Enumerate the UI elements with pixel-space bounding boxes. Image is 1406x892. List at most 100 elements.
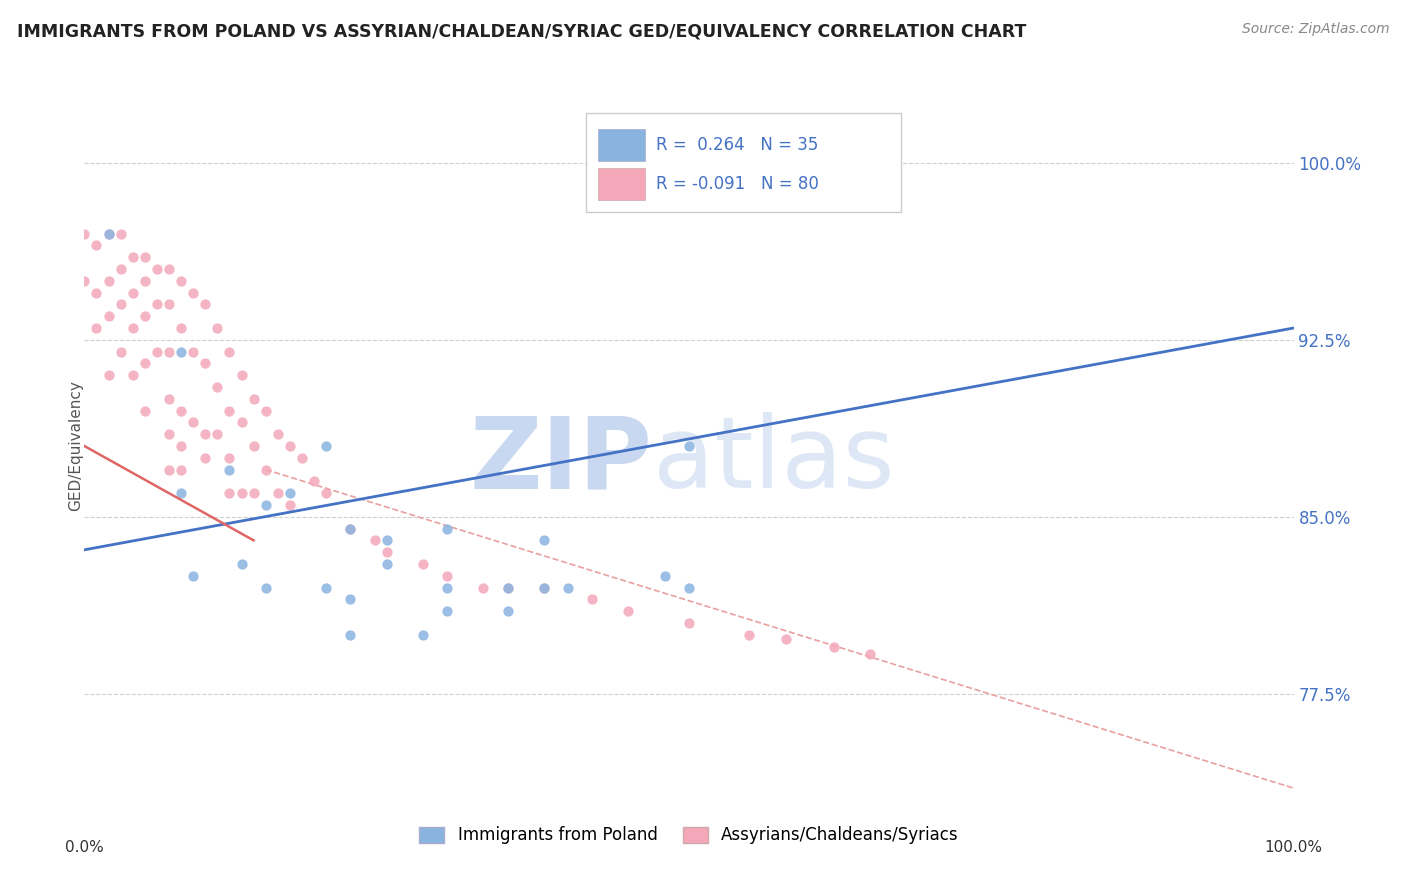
Point [207,380,229,394]
Point [375,533,398,548]
Point [181,568,204,582]
Legend: Immigrants from Poland, Assyrians/Chaldeans/Syriacs: Immigrants from Poland, Assyrians/Chalde… [413,820,965,851]
Point [581,592,603,607]
Point [181,285,204,300]
Point [97,227,120,241]
Point [218,403,240,417]
Point [181,416,204,430]
Point [231,368,253,383]
Point [207,427,229,442]
Point [775,632,797,647]
Point [110,344,132,359]
Point [218,344,240,359]
Point [218,462,240,476]
Point [339,522,361,536]
Point [375,545,398,559]
Point [254,498,277,512]
Point [231,557,253,571]
Point [823,640,845,654]
Point [678,439,700,453]
Point [533,581,555,595]
Point [134,274,156,288]
Point [436,604,458,618]
Point [146,297,169,311]
Point [157,392,180,406]
Point [97,227,120,241]
Point [146,344,169,359]
Point [267,486,290,500]
Point [231,486,253,500]
Point [157,462,180,476]
Point [363,533,385,548]
Point [134,310,156,324]
Point [533,581,555,595]
Point [315,581,337,595]
Point [121,250,143,264]
Point [134,356,156,370]
Text: R = -0.091   N = 80: R = -0.091 N = 80 [657,175,820,194]
Point [242,486,264,500]
Text: IMMIGRANTS FROM POLAND VS ASSYRIAN/CHALDEAN/SYRIAC GED/EQUIVALENCY CORRELATION C: IMMIGRANTS FROM POLAND VS ASSYRIAN/CHALD… [17,22,1026,40]
Point [86,321,108,335]
Point [339,592,361,607]
Point [278,498,301,512]
Point [157,344,180,359]
FancyBboxPatch shape [599,128,645,161]
Point [533,840,555,855]
Text: 0.0%: 0.0% [65,840,104,855]
Point [291,450,314,465]
Point [157,262,180,277]
Point [73,274,96,288]
Point [339,522,361,536]
Point [678,581,700,595]
Point [121,368,143,383]
Point [533,533,555,548]
FancyBboxPatch shape [586,113,901,212]
Point [738,628,761,642]
Point [254,403,277,417]
Point [110,262,132,277]
Point [859,647,882,661]
Point [436,581,458,595]
Point [278,486,301,500]
Point [146,262,169,277]
Point [97,274,120,288]
Point [254,581,277,595]
Point [110,297,132,311]
Point [194,297,217,311]
Point [170,403,193,417]
Point [231,416,253,430]
Point [375,557,398,571]
Point [315,439,337,453]
Point [218,450,240,465]
Point [170,439,193,453]
Point [496,581,519,595]
Point [557,581,579,595]
Point [134,403,156,417]
Point [181,344,204,359]
FancyBboxPatch shape [599,168,645,200]
Point [242,439,264,453]
Point [412,628,434,642]
Point [97,310,120,324]
Point [254,462,277,476]
Point [242,392,264,406]
Point [110,227,132,241]
Point [157,427,180,442]
Point [339,628,361,642]
Text: 100.0%: 100.0% [1264,840,1323,855]
Point [86,285,108,300]
Point [654,568,676,582]
Point [157,297,180,311]
Point [194,356,217,370]
Point [194,427,217,442]
Point [194,450,217,465]
Point [315,486,337,500]
Point [472,581,495,595]
Point [170,274,193,288]
Point [170,486,193,500]
Point [678,615,700,630]
Point [436,568,458,582]
Point [496,604,519,618]
Point [412,557,434,571]
